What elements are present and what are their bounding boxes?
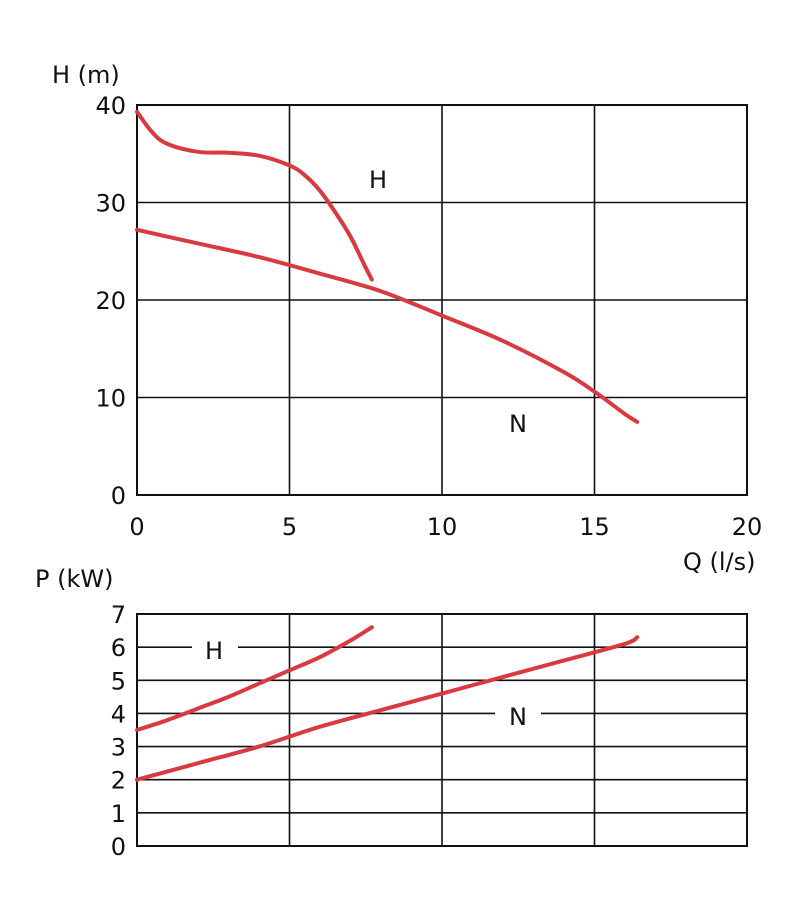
power-label-n-backing <box>495 702 541 730</box>
power-label-h-backing <box>192 636 238 664</box>
head-series-n-line <box>135 227 640 424</box>
power-series-n-line <box>135 635 640 782</box>
power-chart: Q (l/s) P (kW) 0 1 2 3 4 5 6 7 H N <box>35 548 756 861</box>
head-x-tick: 0 <box>129 513 144 541</box>
power-y-axis-label: P (kW) <box>35 565 113 593</box>
head-y-tick: 40 <box>95 92 126 120</box>
head-y-tick: 10 <box>95 385 126 413</box>
head-y-tick: 30 <box>95 190 126 218</box>
head-frame <box>136 104 748 496</box>
head-x-tick: 10 <box>427 513 458 541</box>
head-series-label-n: N <box>509 410 527 438</box>
power-chart-series <box>135 625 640 782</box>
head-x-tick: 20 <box>732 513 763 541</box>
head-x-tick: 15 <box>579 513 610 541</box>
head-y-tick-labels: 0 10 20 30 40 <box>95 92 126 510</box>
power-y-tick: 6 <box>111 634 126 662</box>
head-chart: H (m) 0 10 20 30 40 0 5 10 15 20 H N <box>52 61 762 541</box>
power-y-tick: 2 <box>111 767 126 795</box>
power-series-h-line <box>135 625 374 732</box>
head-y-tick: 0 <box>111 482 126 510</box>
power-y-tick-labels: 0 1 2 3 4 5 6 7 <box>111 601 126 861</box>
head-series-h-line <box>135 109 374 282</box>
head-series-label-h: H <box>369 166 387 194</box>
power-y-tick: 5 <box>111 667 126 695</box>
power-y-tick: 0 <box>111 833 126 861</box>
head-y-tick: 20 <box>95 287 126 315</box>
head-x-tick: 5 <box>282 513 297 541</box>
q-axis-label: Q (l/s) <box>683 548 756 576</box>
power-y-tick: 4 <box>111 700 126 728</box>
head-x-tick-labels: 0 5 10 15 20 <box>129 513 762 541</box>
power-series-label-n: N <box>509 703 527 731</box>
power-y-tick: 3 <box>111 734 126 762</box>
head-chart-grid <box>136 104 748 496</box>
head-y-axis-label: H (m) <box>52 61 120 89</box>
power-y-tick: 7 <box>111 601 126 629</box>
power-series-label-h: H <box>205 637 223 665</box>
power-chart-grid <box>136 613 748 847</box>
head-chart-series <box>135 109 640 424</box>
power-y-tick: 1 <box>111 800 126 828</box>
